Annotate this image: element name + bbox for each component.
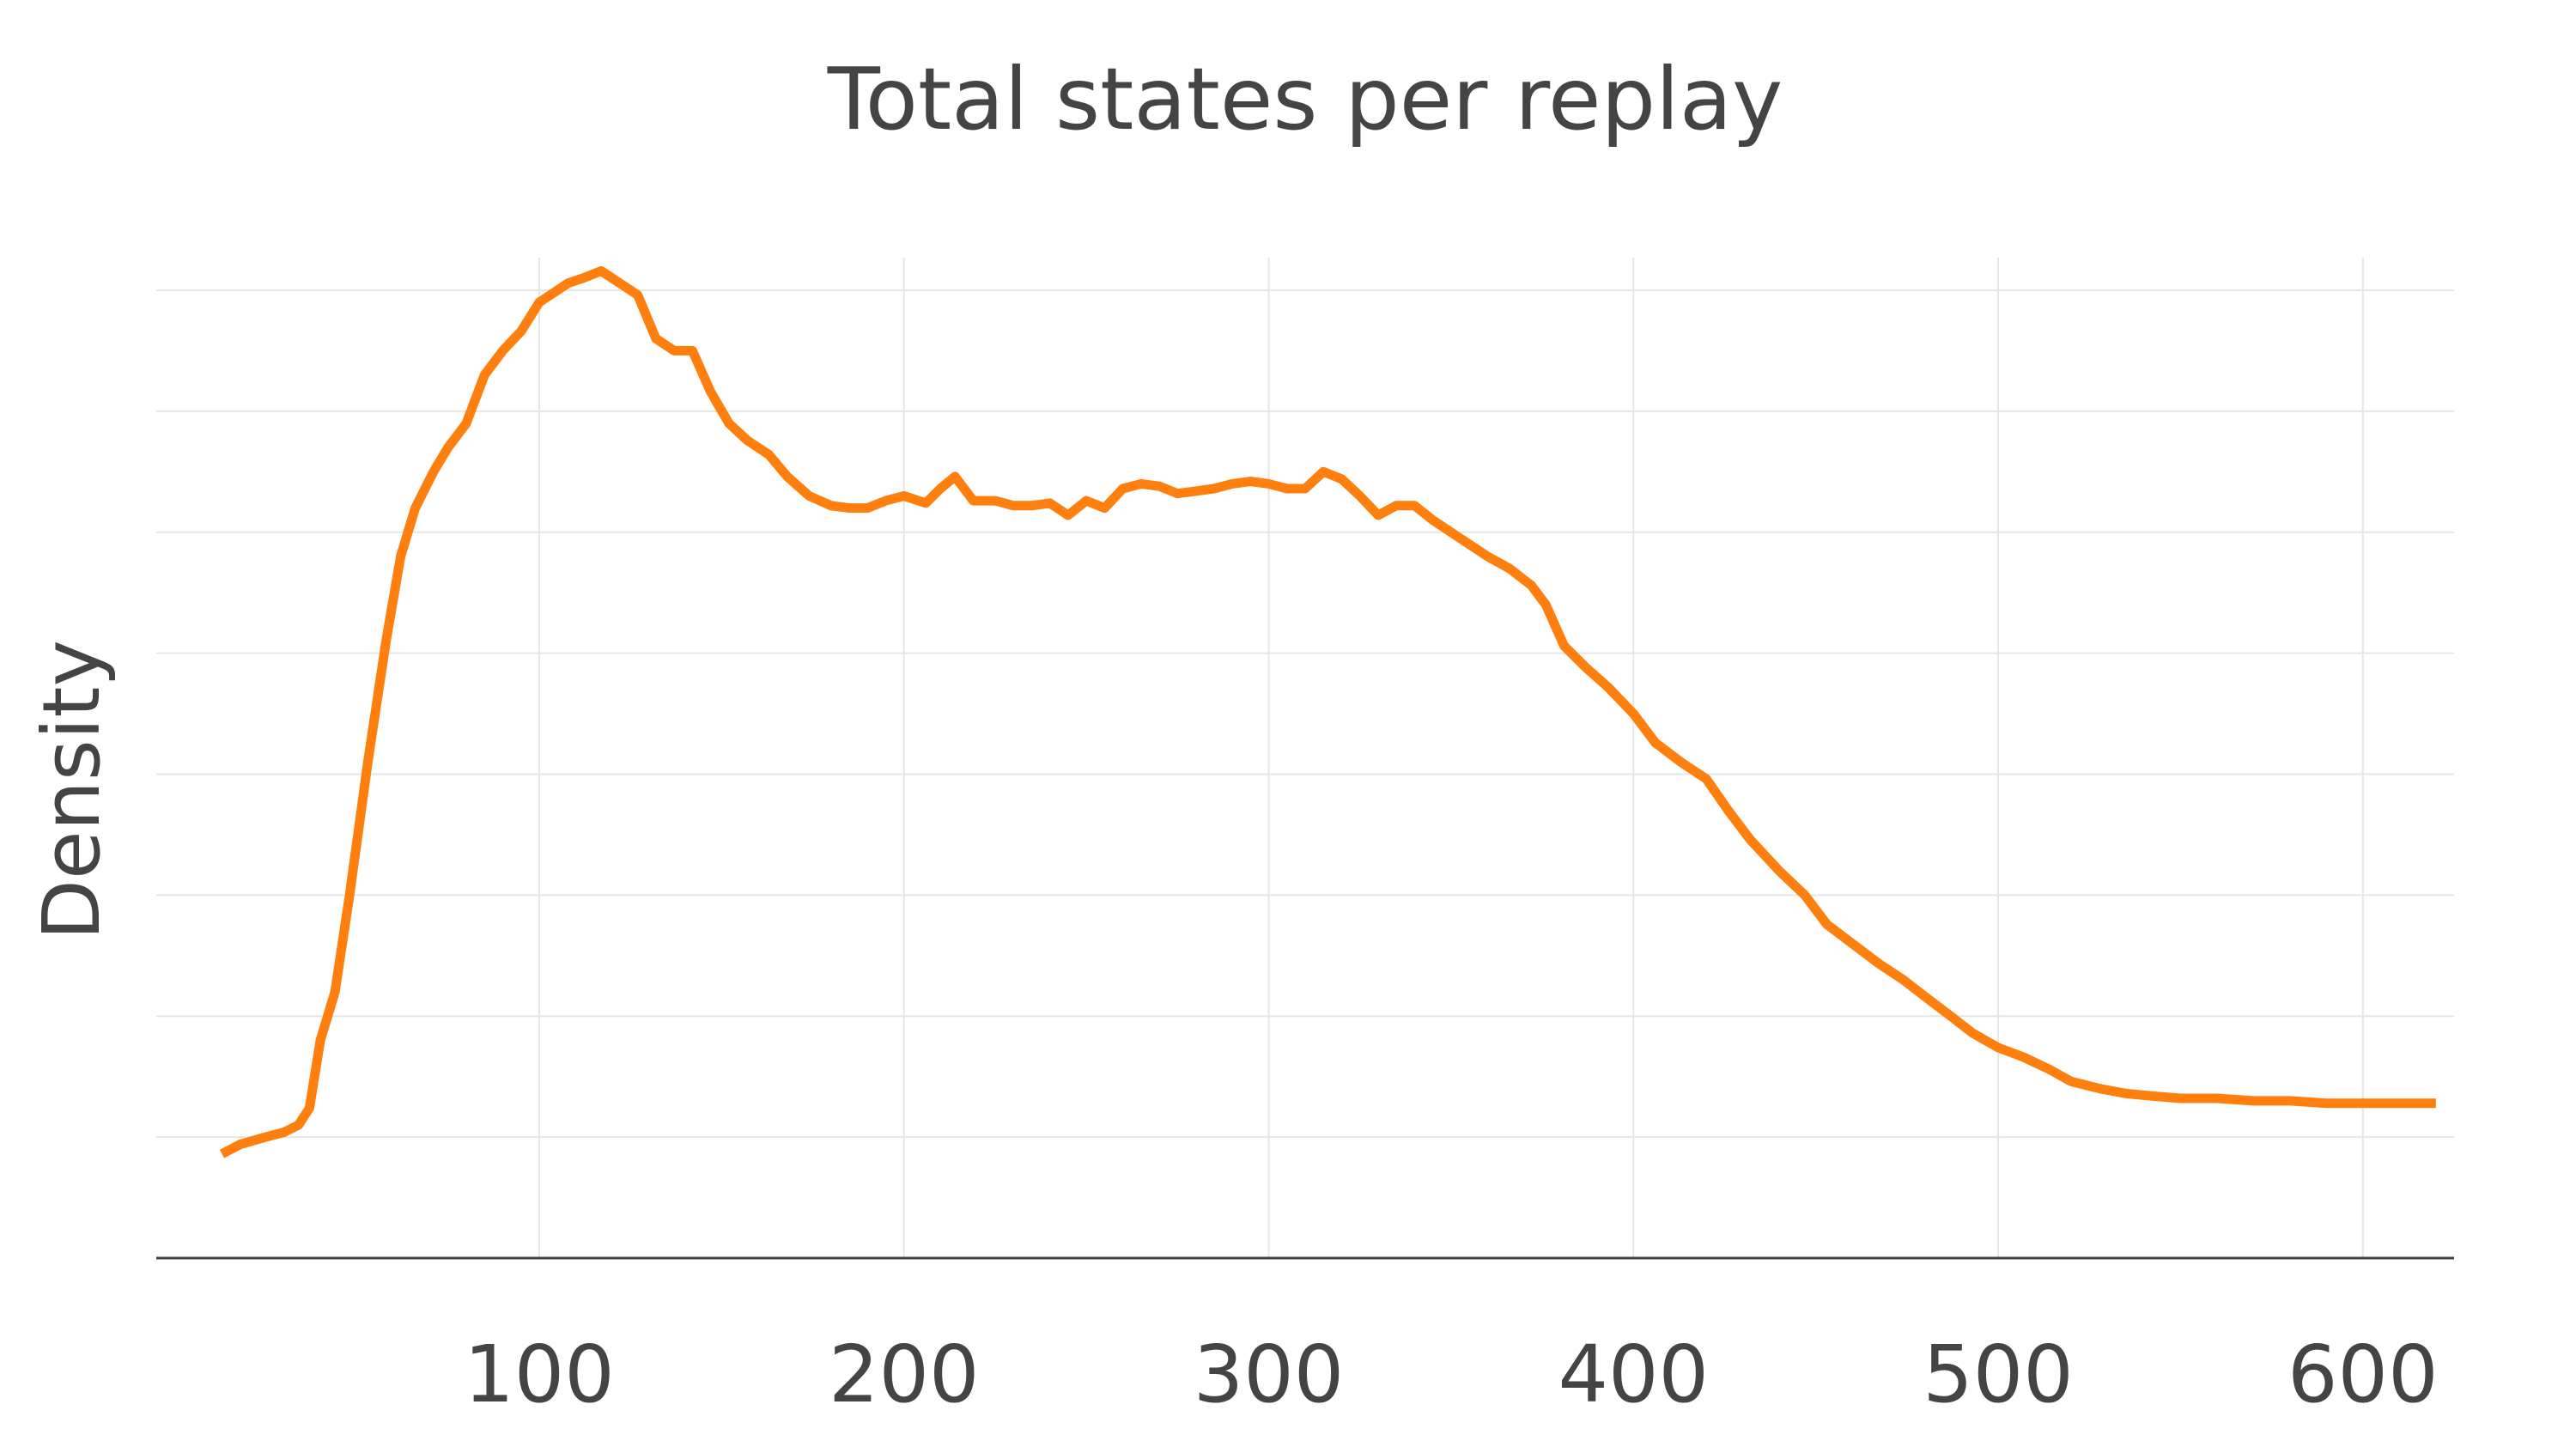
- x-tick-labels: 100 200 300 400 500 600: [464, 1328, 2438, 1420]
- x-tick-label-100: 100: [464, 1328, 615, 1420]
- x-tick-label-600: 600: [2287, 1328, 2439, 1420]
- series-layer: [219, 266, 2436, 1158]
- y-axis-label: Density: [26, 640, 118, 940]
- chart-title: Total states per replay: [827, 49, 1783, 149]
- x-tick-label-300: 300: [1194, 1328, 1345, 1420]
- x-tick-label-200: 200: [829, 1328, 980, 1420]
- grid-layer: [156, 258, 2454, 1260]
- x-tick-label-400: 400: [1558, 1328, 1709, 1420]
- x-tick-label-500: 500: [1923, 1328, 2074, 1420]
- density-line-series-0: [219, 266, 2436, 1158]
